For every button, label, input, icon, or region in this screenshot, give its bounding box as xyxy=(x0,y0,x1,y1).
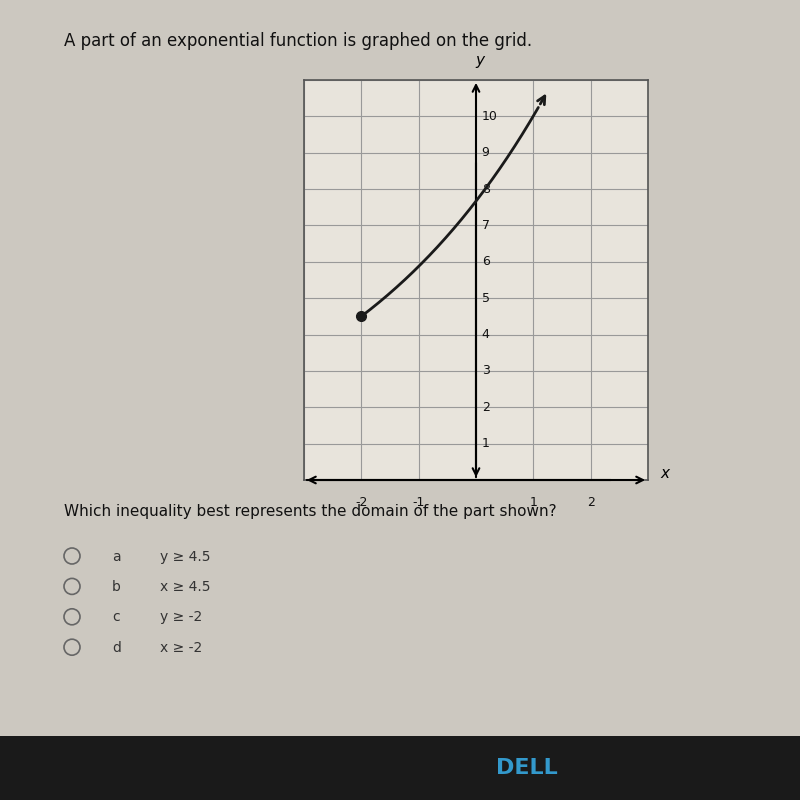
Text: 9: 9 xyxy=(482,146,490,159)
Text: DELL: DELL xyxy=(496,758,558,778)
Text: y ≥ -2: y ≥ -2 xyxy=(160,610,202,624)
Text: Which inequality best represents the domain of the part shown?: Which inequality best represents the dom… xyxy=(64,504,557,519)
Text: x: x xyxy=(660,466,669,481)
Text: 5: 5 xyxy=(482,292,490,305)
Text: 3: 3 xyxy=(482,365,490,378)
Text: A part of an exponential function is graphed on the grid.: A part of an exponential function is gra… xyxy=(64,32,532,50)
Text: 2: 2 xyxy=(586,496,594,510)
Text: d: d xyxy=(112,641,121,654)
Text: 10: 10 xyxy=(482,110,498,123)
Text: -1: -1 xyxy=(413,496,425,510)
Text: y: y xyxy=(475,53,485,68)
Text: b: b xyxy=(112,580,121,594)
Text: 4: 4 xyxy=(482,328,490,341)
Text: a: a xyxy=(112,550,121,563)
Text: c: c xyxy=(112,610,120,624)
Text: 6: 6 xyxy=(482,255,490,268)
Text: 8: 8 xyxy=(482,182,490,195)
Text: 2: 2 xyxy=(482,401,490,414)
Text: x ≥ -2: x ≥ -2 xyxy=(160,641,202,654)
Text: -2: -2 xyxy=(355,496,367,510)
Text: 1: 1 xyxy=(482,437,490,450)
Text: x ≥ 4.5: x ≥ 4.5 xyxy=(160,580,210,594)
Text: 7: 7 xyxy=(482,219,490,232)
Text: 1: 1 xyxy=(530,496,538,510)
Text: y ≥ 4.5: y ≥ 4.5 xyxy=(160,550,210,563)
